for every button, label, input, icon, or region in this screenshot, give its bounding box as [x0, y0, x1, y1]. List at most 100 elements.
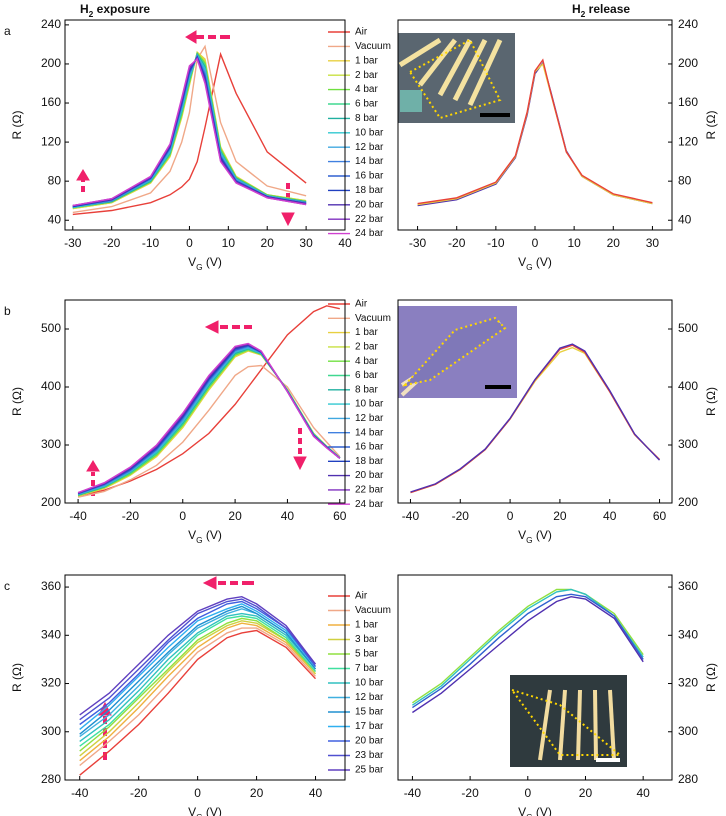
legend-label: 20 bar	[355, 736, 384, 747]
x-axis-label-part: (V)	[203, 528, 222, 542]
legend-label: 10 bar	[355, 399, 384, 410]
x-tick-label: 0	[524, 786, 531, 800]
legend-label: 14 bar	[355, 427, 384, 438]
panel-label: c	[4, 579, 10, 593]
series-line	[77, 348, 341, 496]
arrows	[76, 30, 307, 760]
x-tick-label: 40	[281, 509, 295, 523]
y-tick-label: 200	[678, 56, 698, 70]
series-line	[79, 603, 317, 730]
x-tick-label: -30	[409, 236, 427, 250]
y-axis-label: R (Ω)	[704, 387, 718, 416]
legend-label: 25 bar	[355, 765, 384, 776]
panel-title-part: 2	[581, 9, 586, 19]
x-tick-label: -20	[103, 236, 121, 250]
y-tick-label: 200	[41, 56, 61, 70]
x-tick-label: 0	[186, 236, 193, 250]
series-line	[77, 343, 341, 494]
series-line	[79, 608, 317, 738]
x-axis-label-part: G	[196, 812, 203, 816]
y-tick-label: 200	[678, 495, 698, 509]
legend-label: 2 bar	[355, 70, 378, 81]
y-tick-label: 300	[41, 724, 61, 738]
inset-photo-c	[509, 675, 627, 767]
panel-title-part: exposure	[93, 2, 150, 16]
y-tick-label: 240	[678, 17, 698, 31]
x-tick-label: 0	[179, 509, 186, 523]
x-tick-label: 30	[646, 236, 660, 250]
series-line	[410, 343, 661, 493]
panel-title-part: 2	[89, 9, 94, 19]
x-tick-label: -40	[404, 786, 422, 800]
x-tick-label: 40	[309, 786, 323, 800]
x-tick-label: 20	[553, 509, 567, 523]
x-tick-label: -40	[69, 509, 87, 523]
x-tick-label: 20	[250, 786, 264, 800]
legend-label: 6 bar	[355, 99, 378, 110]
y-tick-label: 360	[41, 579, 61, 593]
plot-frame	[64, 19, 346, 231]
legend-label: 10 bar	[355, 127, 384, 138]
x-tick-label: 40	[636, 786, 650, 800]
x-axis-label: VG (V)	[188, 255, 222, 272]
x-tick-label: 60	[333, 509, 347, 523]
y-tick-label: 500	[41, 321, 61, 335]
legend-label: 10 bar	[355, 678, 384, 689]
legend-label: 1 bar	[355, 55, 378, 66]
y-axis-label: R (Ω)	[704, 111, 718, 140]
series-line	[79, 627, 317, 767]
y-axis-label: R (Ω)	[10, 663, 24, 692]
series-line	[417, 62, 653, 206]
legend-label: 18 bar	[355, 456, 384, 467]
series-line	[412, 593, 644, 709]
x-axis-label-part: V	[188, 255, 196, 269]
y-tick-label: 40	[48, 212, 62, 226]
legend-label: 2 bar	[355, 342, 378, 353]
series-line	[79, 620, 317, 757]
legend-label: 3 bar	[355, 634, 378, 645]
legend-label: 1 bar	[355, 327, 378, 338]
legend-label: 20 bar	[355, 199, 384, 210]
x-axis-label-part: G	[526, 262, 533, 272]
y-tick-label: 500	[678, 321, 698, 335]
series-line	[417, 58, 653, 205]
y-axis-label: R (Ω)	[10, 111, 24, 140]
series-line	[72, 44, 307, 214]
panel-title-part: release	[585, 2, 630, 16]
legend-label: 24 bar	[355, 228, 384, 239]
plot-frame	[64, 299, 346, 504]
x-tick-label: 30	[299, 236, 313, 250]
x-tick-label: 20	[607, 236, 621, 250]
x-axis-label: VG (V)	[188, 528, 222, 545]
x-axis-label-part: (V)	[533, 805, 552, 816]
legend-label: 16 bar	[355, 442, 384, 453]
series-line	[79, 600, 317, 726]
plot-frame	[397, 574, 673, 781]
y-tick-label: 360	[678, 579, 698, 593]
x-tick-label: -10	[487, 236, 505, 250]
x-tick-label: -30	[64, 236, 82, 250]
legend-label: Air	[355, 27, 368, 38]
legend-label: 15 bar	[355, 707, 384, 718]
x-tick-label: -40	[71, 786, 89, 800]
x-axis-label-part: (V)	[533, 255, 552, 269]
x-tick-label: 40	[603, 509, 617, 523]
x-axis-label-part: V	[188, 805, 196, 816]
series-line	[79, 615, 317, 747]
y-axis-label: R (Ω)	[704, 663, 718, 692]
y-tick-label: 240	[41, 17, 61, 31]
series-line	[77, 347, 341, 495]
y-tick-label: 300	[41, 437, 61, 451]
x-tick-label: 60	[653, 509, 667, 523]
plot-frame	[397, 299, 673, 504]
legend-label: 14 bar	[355, 156, 384, 167]
series-line	[77, 346, 341, 495]
series-line	[77, 349, 341, 497]
legend-label: 8 bar	[355, 113, 378, 124]
series-line	[72, 53, 307, 208]
legend-label: 12 bar	[355, 692, 384, 703]
y-tick-label: 80	[678, 173, 692, 187]
y-tick-label: 40	[678, 212, 692, 226]
legend-label: 12 bar	[355, 142, 384, 153]
